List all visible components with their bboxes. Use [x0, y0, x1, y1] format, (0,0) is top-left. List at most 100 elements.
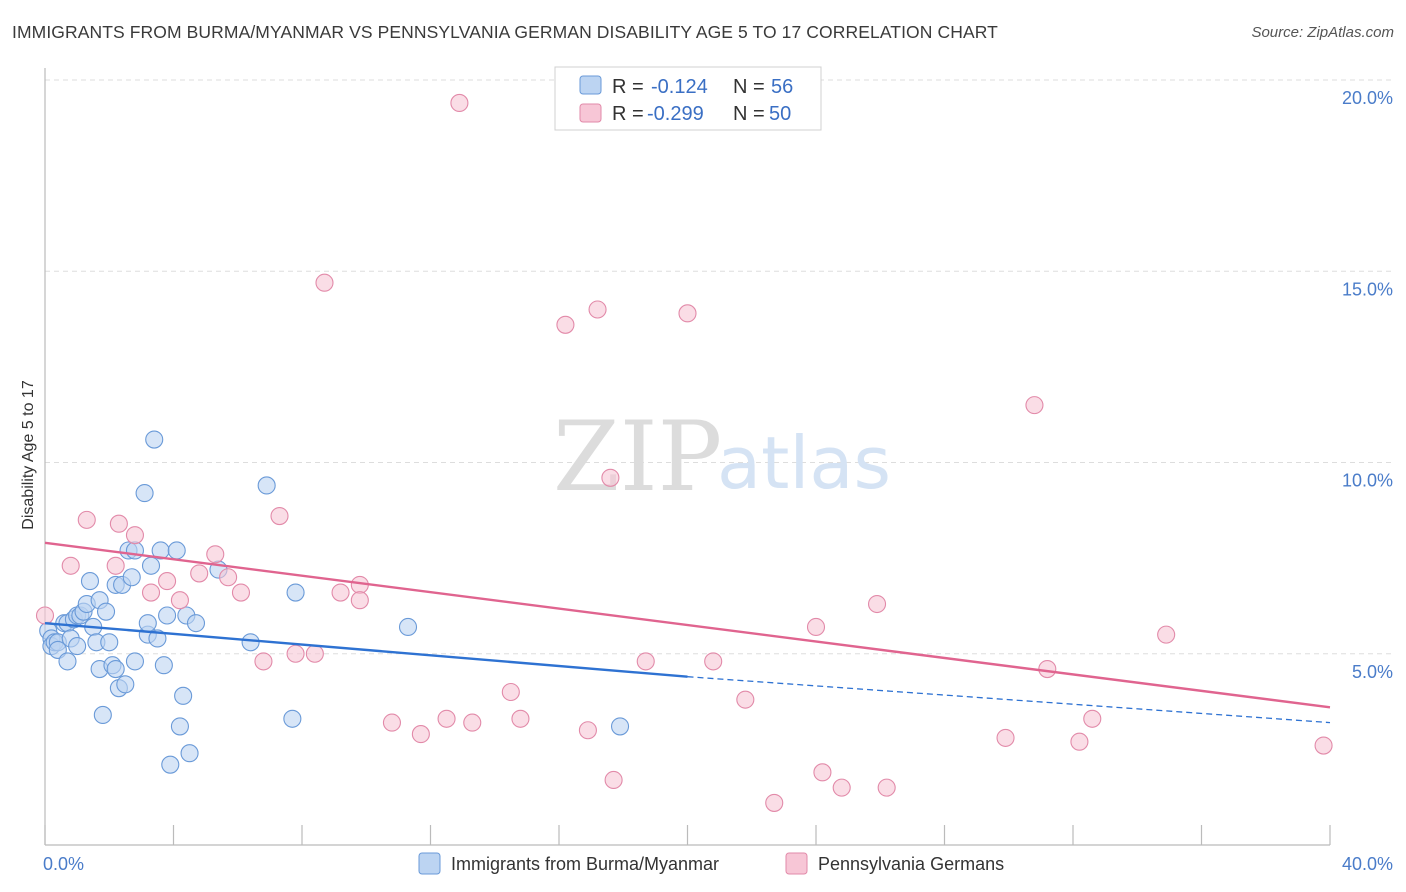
- y-tick-labels: 5.0% 10.0% 15.0% 20.0%: [1342, 88, 1393, 682]
- point-blue-52: [257, 476, 276, 495]
- point-pink-5: [125, 526, 144, 545]
- series-legend-swatch-blue: [418, 852, 441, 875]
- point-pink-3: [106, 556, 125, 575]
- point-pink-20: [350, 591, 369, 610]
- point-pink-11: [219, 568, 238, 587]
- trend-line-blue-extension: [687, 676, 1331, 724]
- watermark-zip: ZIP: [553, 401, 722, 513]
- point-blue-31: [122, 568, 141, 587]
- point-blue-41: [154, 656, 173, 675]
- point-pink-28: [556, 315, 575, 334]
- point-pink-22: [411, 725, 430, 744]
- point-pink-27: [511, 709, 530, 728]
- y-tick-label-2: 15.0%: [1342, 279, 1393, 299]
- point-blue-25: [106, 659, 125, 679]
- point-pink-7: [158, 572, 177, 591]
- y-tick-label-3: 20.0%: [1342, 88, 1393, 108]
- point-blue-21: [93, 705, 112, 725]
- point-blue-51: [241, 633, 260, 652]
- x-tick-label-1: 40.0%: [1342, 854, 1393, 874]
- point-pink-30: [588, 300, 607, 319]
- legend-n-value-1: 56: [771, 76, 793, 98]
- watermark-atlas: atlas: [717, 421, 891, 505]
- series-pink-points: [35, 93, 1333, 812]
- x-tick-labels: 0.0% 40.0%: [43, 854, 1393, 874]
- point-pink-26: [501, 682, 520, 702]
- point-pink-15: [286, 644, 305, 663]
- point-blue-39: [148, 629, 167, 648]
- chart-title: IMMIGRANTS FROM BURMA/MYANMAR VS PENNSYL…: [12, 22, 998, 42]
- point-pink-13: [254, 652, 273, 671]
- point-pink-46: [1070, 732, 1089, 751]
- point-pink-6: [141, 583, 161, 602]
- source-label: Source: ZipAtlas.com: [1251, 24, 1394, 41]
- legend-n-value-2: 50: [769, 103, 791, 125]
- point-pink-34: [678, 304, 697, 323]
- series-legend-label-pink: Pennsylvania Germans: [818, 854, 1004, 874]
- point-blue-36: [138, 614, 157, 633]
- point-pink-10: [206, 545, 225, 564]
- point-blue-49: [186, 614, 206, 633]
- series-blue-points: [39, 430, 630, 774]
- point-pink-16: [305, 644, 324, 663]
- legend-n-label-2: N =: [733, 103, 765, 125]
- point-pink-42: [877, 778, 896, 797]
- point-pink-18: [331, 583, 350, 602]
- point-pink-37: [765, 793, 784, 812]
- point-blue-23: [100, 633, 119, 652]
- point-pink-39: [813, 763, 832, 782]
- point-pink-38: [806, 617, 826, 637]
- point-pink-14: [270, 506, 289, 526]
- series-legend-swatch-pink: [785, 852, 808, 875]
- point-pink-48: [1157, 625, 1176, 644]
- point-pink-0: [35, 606, 55, 625]
- point-blue-16: [80, 572, 100, 591]
- point-blue-44: [167, 541, 186, 560]
- point-pink-35: [704, 652, 723, 671]
- legend-swatch-blue: [579, 75, 602, 95]
- point-pink-45: [1038, 659, 1057, 679]
- point-pink-40: [832, 778, 851, 797]
- point-pink-1: [61, 556, 80, 575]
- series-legend: Immigrants from Burma/Myanmar Pennsylvan…: [418, 852, 1004, 875]
- point-pink-33: [636, 652, 655, 671]
- point-pink-44: [1025, 396, 1044, 415]
- point-pink-23: [437, 709, 456, 728]
- point-pink-43: [996, 728, 1015, 747]
- legend-r-label-1: R =: [612, 76, 644, 98]
- point-pink-25: [463, 713, 482, 732]
- point-pink-36: [736, 690, 755, 709]
- point-pink-24: [450, 93, 469, 112]
- point-pink-17: [315, 273, 334, 292]
- watermark: ZIP atlas: [553, 401, 891, 513]
- axes: [44, 68, 1331, 846]
- point-blue-8: [58, 652, 77, 671]
- point-blue-38: [145, 430, 164, 449]
- legend-r-value-1: -0.124: [651, 76, 708, 98]
- point-pink-49: [1314, 736, 1333, 755]
- point-pink-8: [170, 591, 189, 610]
- point-blue-43: [161, 755, 180, 774]
- point-pink-47: [1083, 709, 1102, 728]
- point-blue-32: [125, 652, 144, 671]
- point-pink-2: [77, 510, 96, 529]
- point-pink-9: [190, 564, 209, 583]
- legend-swatch-pink: [579, 103, 602, 123]
- trend-line-blue: [44, 621, 688, 678]
- point-blue-45: [170, 717, 189, 736]
- trend-line-pink: [44, 541, 1331, 709]
- point-blue-22: [96, 602, 116, 621]
- y-axis-title: Disability Age 5 to 17: [20, 380, 37, 530]
- point-blue-53: [283, 709, 302, 728]
- point-blue-42: [158, 606, 177, 625]
- stats-legend: R = -0.124 N = 56 R = -0.299 N = 50: [554, 66, 822, 131]
- data-points: [35, 93, 1333, 812]
- point-pink-41: [867, 594, 887, 614]
- trend-lines: [44, 541, 1331, 724]
- point-blue-55: [398, 617, 418, 637]
- series-legend-label-blue: Immigrants from Burma/Myanmar: [451, 854, 719, 874]
- point-blue-37: [141, 556, 161, 575]
- legend-r-value-2: -0.299: [647, 103, 704, 125]
- point-blue-34: [135, 484, 154, 503]
